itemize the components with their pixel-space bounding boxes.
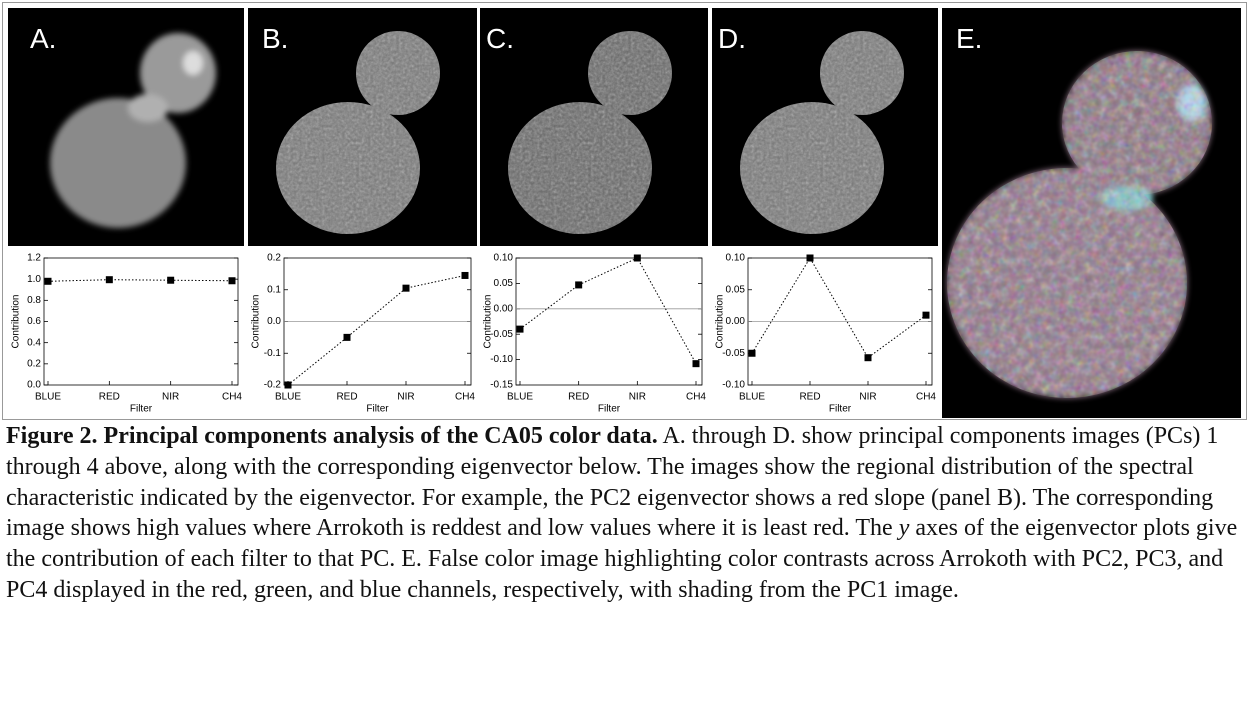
series-line: [751, 257, 927, 359]
series-line: [287, 274, 466, 386]
marker: [806, 254, 814, 262]
image-panel: D.: [712, 8, 938, 246]
y-tick-label: 0.8: [27, 295, 41, 306]
panel-label: C.: [486, 23, 514, 54]
marker: [105, 276, 113, 284]
x-tick-label: BLUE: [739, 392, 765, 403]
series-line: [519, 257, 697, 364]
caption-text: axes of the eigenvector plots give the c…: [6, 515, 1238, 603]
y-tick-label: 0.05: [726, 284, 746, 295]
y-tick-label: 0.0: [267, 316, 281, 327]
caption-text: A. through D. show principal components …: [6, 423, 1219, 542]
x-tick-label: BLUE: [507, 392, 533, 403]
y-tick-label: 1.2: [27, 253, 41, 264]
image-panel: C.: [480, 8, 708, 246]
eigenvector-chart: -0.10 -0.05 0.00 0.05 0.10 BLUE RED NIR CH4 Filte…: [715, 253, 937, 415]
x-tick-label: RED: [568, 392, 589, 403]
y-tick-label: 0.05: [494, 278, 514, 289]
x-tick-label: NIR: [629, 392, 646, 403]
y-tick-label: -0.05: [490, 329, 513, 340]
y-tick-label: 0.2: [267, 253, 281, 264]
y-tick-label: -0.10: [722, 380, 745, 391]
y-tick-label: 0.1: [267, 284, 281, 295]
panel-label: E.: [956, 23, 982, 54]
marker: [692, 360, 700, 368]
marker: [633, 254, 641, 262]
image-panel: A.: [8, 8, 244, 246]
x-tick-label: RED: [99, 392, 120, 403]
x-axis-label: Filter: [366, 404, 389, 415]
y-axis-label: Contribution: [715, 295, 726, 349]
y-tick-label: 0.6: [27, 316, 41, 327]
marker: [461, 271, 469, 279]
marker: [748, 349, 756, 357]
caption-italic: y: [898, 515, 910, 542]
y-tick-label: -0.15: [490, 380, 513, 391]
x-tick-label: RED: [799, 392, 820, 403]
y-tick-label: -0.05: [722, 348, 745, 359]
plot-frame: [43, 257, 239, 386]
y-tick-label: 0.10: [726, 253, 746, 264]
marker: [167, 276, 175, 284]
marker: [516, 325, 524, 333]
x-tick-label: BLUE: [275, 392, 301, 403]
eigenvector-chart: -0.2 -0.1 0.0 0.1 0.2 BLUE RED NIR CH4 Filter Cont…: [251, 253, 476, 415]
y-tick-label: 0.00: [726, 316, 746, 327]
marker: [228, 277, 236, 285]
marker: [575, 281, 583, 289]
y-tick-label: -0.10: [490, 354, 513, 365]
x-tick-label: NIR: [859, 392, 876, 403]
x-tick-label: RED: [336, 392, 357, 403]
x-axis-label: Filter: [130, 404, 153, 415]
marker: [343, 333, 351, 341]
panel-label: D.: [718, 23, 746, 54]
image-panel: E.: [942, 8, 1241, 418]
y-tick-label: 0.0: [27, 380, 41, 391]
marker: [402, 284, 410, 292]
caption-title: Figure 2. Principal components analysis …: [6, 423, 658, 449]
x-tick-label: CH4: [686, 392, 706, 403]
eigenvector-chart: -0.15 -0.10 -0.05 0.00 0.05 0.10 BLUE RED NIR CH4…: [483, 253, 707, 415]
x-axis-label: Filter: [829, 404, 852, 415]
figure-frame: [2, 2, 1247, 420]
figure-caption: Figure 2. Principal components analysis …: [6, 421, 1246, 606]
x-axis-label: Filter: [598, 404, 621, 415]
y-axis-label: Contribution: [251, 295, 262, 349]
y-axis-label: Contribution: [11, 295, 22, 349]
y-tick-label: 1.0: [27, 274, 41, 285]
marker: [284, 381, 292, 389]
x-tick-label: BLUE: [35, 392, 61, 403]
x-tick-label: NIR: [162, 392, 179, 403]
marker: [864, 354, 872, 362]
y-tick-label: -0.2: [264, 380, 282, 391]
y-tick-label: 0.4: [27, 337, 41, 348]
panel-label: A.: [30, 23, 56, 54]
x-tick-label: CH4: [916, 392, 936, 403]
plot-frame: [515, 257, 703, 386]
y-tick-label: 0.10: [494, 253, 514, 264]
x-tick-label: CH4: [222, 392, 242, 403]
image-panel: B.: [248, 8, 477, 246]
series-line: [47, 279, 233, 282]
x-tick-label: CH4: [455, 392, 475, 403]
marker: [922, 311, 930, 319]
eigenvector-chart: 0.0 0.2 0.4 0.6 0.8 1.0 1.2 BLUE RED NIR CH4 Filter…: [11, 253, 243, 415]
y-axis-label: Contribution: [483, 295, 494, 349]
panel-label: B.: [262, 23, 288, 54]
y-tick-label: 0.2: [27, 358, 41, 369]
x-tick-label: NIR: [397, 392, 414, 403]
y-tick-label: 0.00: [494, 303, 514, 314]
marker: [44, 277, 52, 285]
y-tick-label: -0.1: [264, 348, 282, 359]
